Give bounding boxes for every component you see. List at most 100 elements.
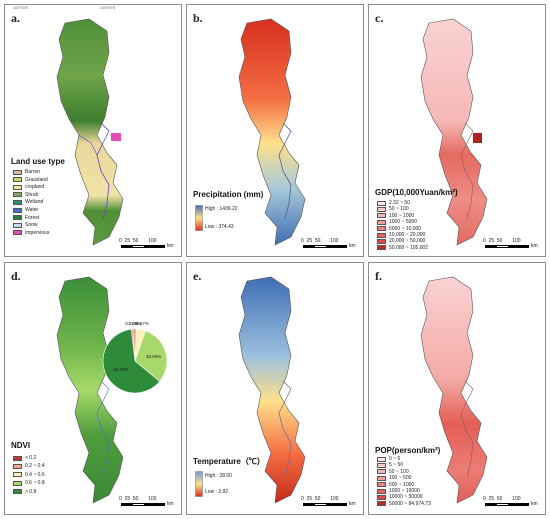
region-map-ndvi xyxy=(56,276,168,504)
legend-swatch xyxy=(13,480,22,486)
legend-swatch xyxy=(13,169,22,175)
legend-swatch xyxy=(13,222,22,228)
legend-title-temperature: Temperature（℃） xyxy=(193,457,265,466)
legend-item: cropland xyxy=(13,184,44,190)
legend-label: < 0.2 xyxy=(25,455,37,461)
legend-swatch xyxy=(13,455,22,461)
legend-item: Water xyxy=(13,207,38,213)
legend-item: < 0.2 xyxy=(13,455,36,461)
legend-swatch xyxy=(13,215,22,221)
legend-swatch xyxy=(13,199,22,205)
pie-slice-label: 4.67% xyxy=(136,321,149,327)
legend-item: 20,000 ~ 50,000 xyxy=(377,238,425,244)
legend-swatch xyxy=(377,245,386,251)
legend-title-ndvi: NDVI xyxy=(11,441,31,450)
legend-item: 1000 ~ 5000 xyxy=(377,219,417,225)
panel-b-precipitation: b. Precipitation (mm) High : 1439.22 Low… xyxy=(186,4,364,257)
pie-slice xyxy=(102,328,161,394)
legend-item: Grassland xyxy=(13,177,48,183)
scale-unit-a: km xyxy=(167,243,174,249)
legend-label: Forest xyxy=(25,214,40,221)
legend-swatch xyxy=(13,184,22,190)
legend-item: 5000 ~ 10,000 xyxy=(377,226,421,232)
legend-label: 0.4 ~ 0.6 xyxy=(25,471,45,478)
legend-swatch xyxy=(377,469,386,475)
legend-swatch xyxy=(377,475,386,481)
legend-item: 50000 ~ 84,974.73 xyxy=(377,501,431,507)
legend-item: 2.32 ~ 50 xyxy=(377,200,410,206)
legend-label: Water xyxy=(25,207,39,213)
coord-top-left: 102°0'0"E xyxy=(13,6,29,10)
legend-swatch xyxy=(377,456,386,462)
legend-item: 0.4 ~ 0.6 xyxy=(13,472,45,478)
legend-swatch xyxy=(377,200,386,206)
precip-gradient-swatch xyxy=(195,205,203,231)
legend-label: 5000 ~ 10,000 xyxy=(389,225,422,232)
temp-gradient-swatch xyxy=(195,471,203,497)
scale-labels-c: 0 25 50 100 xyxy=(483,238,521,244)
panel-label-a: a. xyxy=(11,11,20,25)
pie-slice-label: 1.88% xyxy=(128,320,142,326)
legend-item: 0.2 ~ 0.4 xyxy=(13,463,45,469)
legend-item: 5 ~ 50 xyxy=(377,462,403,468)
panel-label-b: b. xyxy=(193,11,203,25)
scale-bar-d xyxy=(121,503,165,506)
legend-swatch xyxy=(377,494,386,500)
legend-swatch xyxy=(377,226,386,232)
ndvi-pie-chart xyxy=(102,328,168,394)
panel-e-temperature: e. Temperature（℃） High : 28.00 Low : 2.9… xyxy=(186,262,364,515)
legend-item: 500 ~ 1000 xyxy=(377,482,414,488)
legend-swatch xyxy=(377,213,386,219)
legend-label: 0 ~ 5 xyxy=(389,456,401,462)
legend-label: 500 ~ 1000 xyxy=(389,481,415,488)
scale-unit-b: km xyxy=(349,243,356,249)
panel-label-d: d. xyxy=(11,269,21,283)
scale-labels-e: 0 25 50 100 xyxy=(301,496,339,502)
legend-label: Impervious xyxy=(25,229,50,236)
legend-label: Grassland xyxy=(25,176,48,183)
legend-item: 0 ~ 5 xyxy=(377,456,400,462)
impervious-patch xyxy=(111,133,121,141)
panel-label-c: c. xyxy=(375,11,384,25)
scale-unit-e: km xyxy=(349,501,356,507)
scale-unit-f: km xyxy=(531,501,538,507)
scale-labels-b: 0 25 50 100 xyxy=(301,238,339,244)
legend-swatch xyxy=(13,472,22,478)
scale-bar-e xyxy=(303,503,347,506)
scale-labels-d: 0 25 50 100 xyxy=(119,496,157,502)
pie-slice-label: 0.71% xyxy=(125,320,139,326)
legend-label: 0.2 ~ 0.4 xyxy=(25,463,45,470)
precip-high-label: High : 1439.22 xyxy=(205,206,238,212)
region-map-population xyxy=(420,276,488,504)
region-map-gdp xyxy=(420,18,488,246)
legend-label: 50000 ~ 84,974.73 xyxy=(389,500,431,507)
legend-item: 100 ~ 1000 xyxy=(377,213,414,219)
region-map-precipitation xyxy=(238,18,306,246)
scale-bar-c xyxy=(485,245,529,248)
legend-swatch xyxy=(377,482,386,488)
legend-title-gdp: GDP(10,000Yuan/km²) xyxy=(375,188,458,197)
legend-item: Shrub xyxy=(13,192,38,198)
panel-a-landuse: a. 102°0'0"E 104°0'0"E Land use type Bar… xyxy=(4,4,182,257)
legend-item: 10,000 ~ 20,000 xyxy=(377,232,425,238)
legend-label: 0.6 ~ 0.8 xyxy=(25,480,45,487)
scale-bar-f xyxy=(485,503,529,506)
legend-label: > 0.8 xyxy=(25,488,37,495)
legend-swatch xyxy=(13,177,22,183)
legend-label: 10,000 ~ 20,000 xyxy=(389,232,426,238)
legend-item: 50 ~ 100 xyxy=(377,206,409,212)
legend-item: Wetland xyxy=(13,199,43,205)
legend-item: Forest xyxy=(13,215,39,221)
legend-label: cropland xyxy=(25,184,45,191)
region-map-landuse xyxy=(56,18,124,246)
legend-swatch xyxy=(13,230,22,236)
gdp-hotspot xyxy=(473,133,482,143)
legend-title-precipitation: Precipitation (mm) xyxy=(193,190,264,199)
legend-item: Impervious xyxy=(13,230,49,236)
legend-item: 1000 ~ 10000 xyxy=(377,488,420,494)
legend-swatch xyxy=(377,206,386,212)
legend-swatch xyxy=(13,489,22,495)
legend-label: 2.32 ~ 50 xyxy=(389,200,410,206)
legend-item: Barren xyxy=(13,169,40,175)
legend-label: 100 ~ 1000 xyxy=(389,212,415,219)
